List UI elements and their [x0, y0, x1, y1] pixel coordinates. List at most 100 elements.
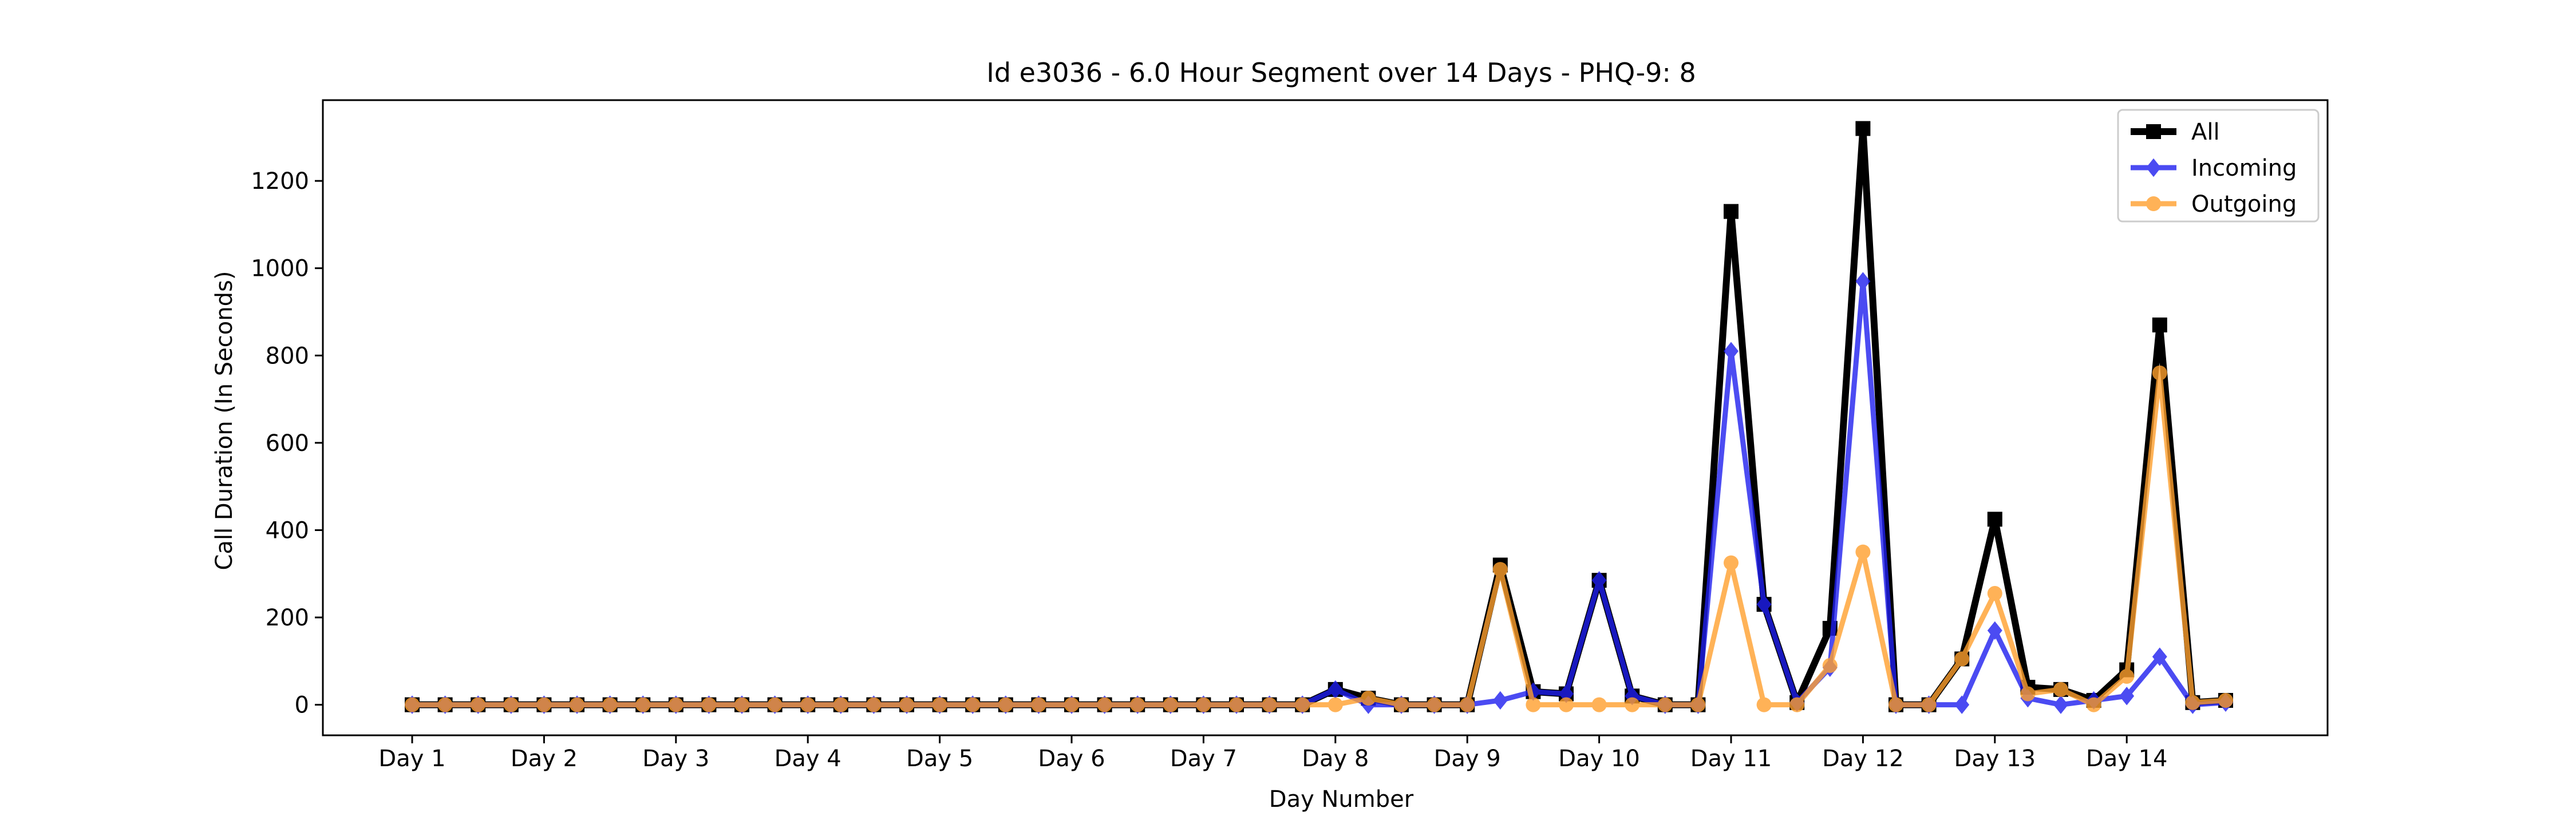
data-point	[1492, 562, 1508, 577]
data-point	[1724, 342, 1739, 360]
x-tick-label: Day 9	[1434, 746, 1501, 772]
data-point	[1855, 272, 1871, 291]
data-point	[1724, 555, 1739, 571]
data-point	[2152, 365, 2167, 381]
data-point	[1031, 697, 1046, 712]
chart-title: Id e3036 - 6.0 Hour Segment over 14 Days…	[986, 57, 1696, 88]
data-point	[1427, 697, 1442, 712]
data-point	[1921, 697, 1937, 712]
data-point	[767, 697, 783, 712]
data-point	[1657, 697, 1673, 712]
data-point	[405, 697, 420, 712]
data-point	[1591, 571, 1607, 590]
data-point	[2086, 697, 2101, 712]
data-point	[1987, 512, 2002, 527]
data-point	[602, 697, 618, 712]
data-point	[1987, 621, 2002, 640]
data-point	[1855, 544, 1871, 560]
data-point	[1492, 691, 1508, 710]
y-axis-ticks: 0 200 400 600 800 1000 1200	[251, 168, 323, 719]
legend-item-incoming	[2131, 158, 2176, 177]
data-point	[2053, 695, 2068, 714]
data-point	[503, 697, 519, 712]
legend: All Incoming Outgoing	[2117, 109, 2320, 223]
data-point	[570, 697, 584, 712]
x-axis-label: Day Number	[1269, 786, 1414, 813]
data-point	[1064, 697, 1079, 712]
data-point	[899, 697, 914, 712]
data-point	[1327, 680, 1343, 699]
data-point	[998, 697, 1013, 712]
x-tick-label: Day 3	[642, 746, 709, 772]
data-point	[965, 697, 981, 712]
x-tick-label: Day 10	[1558, 746, 1640, 772]
data-point	[833, 697, 848, 712]
data-point	[437, 697, 453, 712]
x-tick-label: Day 13	[1954, 746, 2036, 772]
x-tick-label: Day 2	[511, 746, 578, 772]
y-tick-label: 1000	[251, 256, 309, 282]
data-point	[1756, 697, 1772, 712]
data-point	[800, 697, 816, 712]
data-point	[1460, 697, 1475, 712]
data-point	[1625, 697, 1640, 712]
data-point	[1526, 697, 1541, 712]
data-point	[1130, 697, 1145, 712]
legend-marker	[2146, 124, 2161, 139]
data-point	[471, 697, 486, 712]
x-tick-label: Day 4	[775, 746, 841, 772]
x-tick-label: Day 6	[1038, 746, 1105, 772]
data-point	[1394, 697, 1409, 712]
data-point	[635, 697, 651, 712]
legend-label: Incoming	[2191, 155, 2297, 181]
data-point	[1163, 697, 1178, 712]
data-point	[536, 697, 552, 712]
data-point	[1987, 586, 2002, 601]
data-point	[1229, 697, 1244, 712]
x-tick-label: Day 5	[906, 746, 973, 772]
x-tick-label: Day 12	[1822, 746, 1904, 772]
y-tick-label: 400	[266, 517, 309, 544]
data-point	[1559, 684, 1574, 703]
data-point	[932, 697, 947, 712]
data-point	[2185, 695, 2200, 710]
data-point	[1954, 695, 1970, 714]
data-point	[1822, 657, 1838, 673]
plot-frame	[322, 99, 2329, 736]
data-point	[866, 697, 882, 712]
legend-label: Outgoing	[2191, 191, 2297, 217]
data-point	[1789, 697, 1805, 712]
y-tick-label: 1200	[251, 168, 309, 195]
data-point	[1690, 697, 1706, 712]
x-axis-ticks: Day 1 Day 2 Day 3 Day 4 Day 5 Day 6 Day 7 Day 8…	[378, 735, 2168, 772]
y-tick-label: 200	[266, 605, 309, 631]
legend-box	[2117, 109, 2320, 223]
y-tick-label: 0	[295, 692, 309, 719]
data-point	[1855, 121, 1871, 136]
y-tick-label: 800	[266, 343, 309, 369]
x-tick-label: Day 11	[1690, 746, 1772, 772]
data-point	[2218, 692, 2233, 708]
data-point	[734, 697, 749, 712]
series-layer	[405, 121, 2233, 714]
x-tick-label: Day 1	[378, 746, 445, 772]
data-point	[668, 697, 683, 712]
data-point	[2119, 687, 2135, 706]
y-axis-label: Call Duration (In Seconds)	[211, 271, 238, 571]
data-point	[1724, 204, 1739, 219]
legend-label: All	[2191, 119, 2220, 145]
data-point	[1295, 697, 1310, 712]
data-point	[1097, 697, 1112, 712]
data-point	[2053, 682, 2068, 697]
data-point	[1327, 697, 1343, 712]
data-point	[1954, 651, 1970, 667]
data-point	[2119, 669, 2135, 684]
y-tick-label: 600	[266, 430, 309, 457]
data-point	[701, 697, 717, 712]
data-point	[2020, 686, 2036, 702]
x-tick-label: Day 7	[1170, 746, 1237, 772]
data-point	[1756, 595, 1772, 614]
series-outgoing	[405, 365, 2233, 712]
data-point	[1262, 697, 1277, 712]
